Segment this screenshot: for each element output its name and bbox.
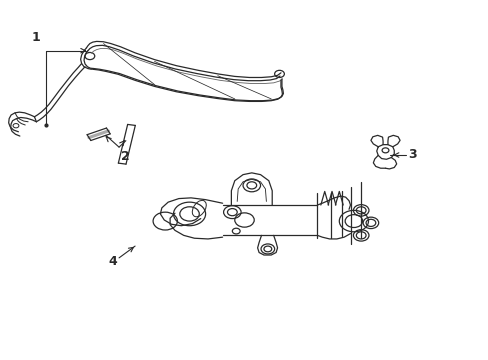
Text: 4: 4 bbox=[109, 255, 117, 268]
Text: 3: 3 bbox=[407, 148, 416, 162]
Text: 1: 1 bbox=[32, 31, 41, 44]
Text: 2: 2 bbox=[121, 150, 129, 163]
